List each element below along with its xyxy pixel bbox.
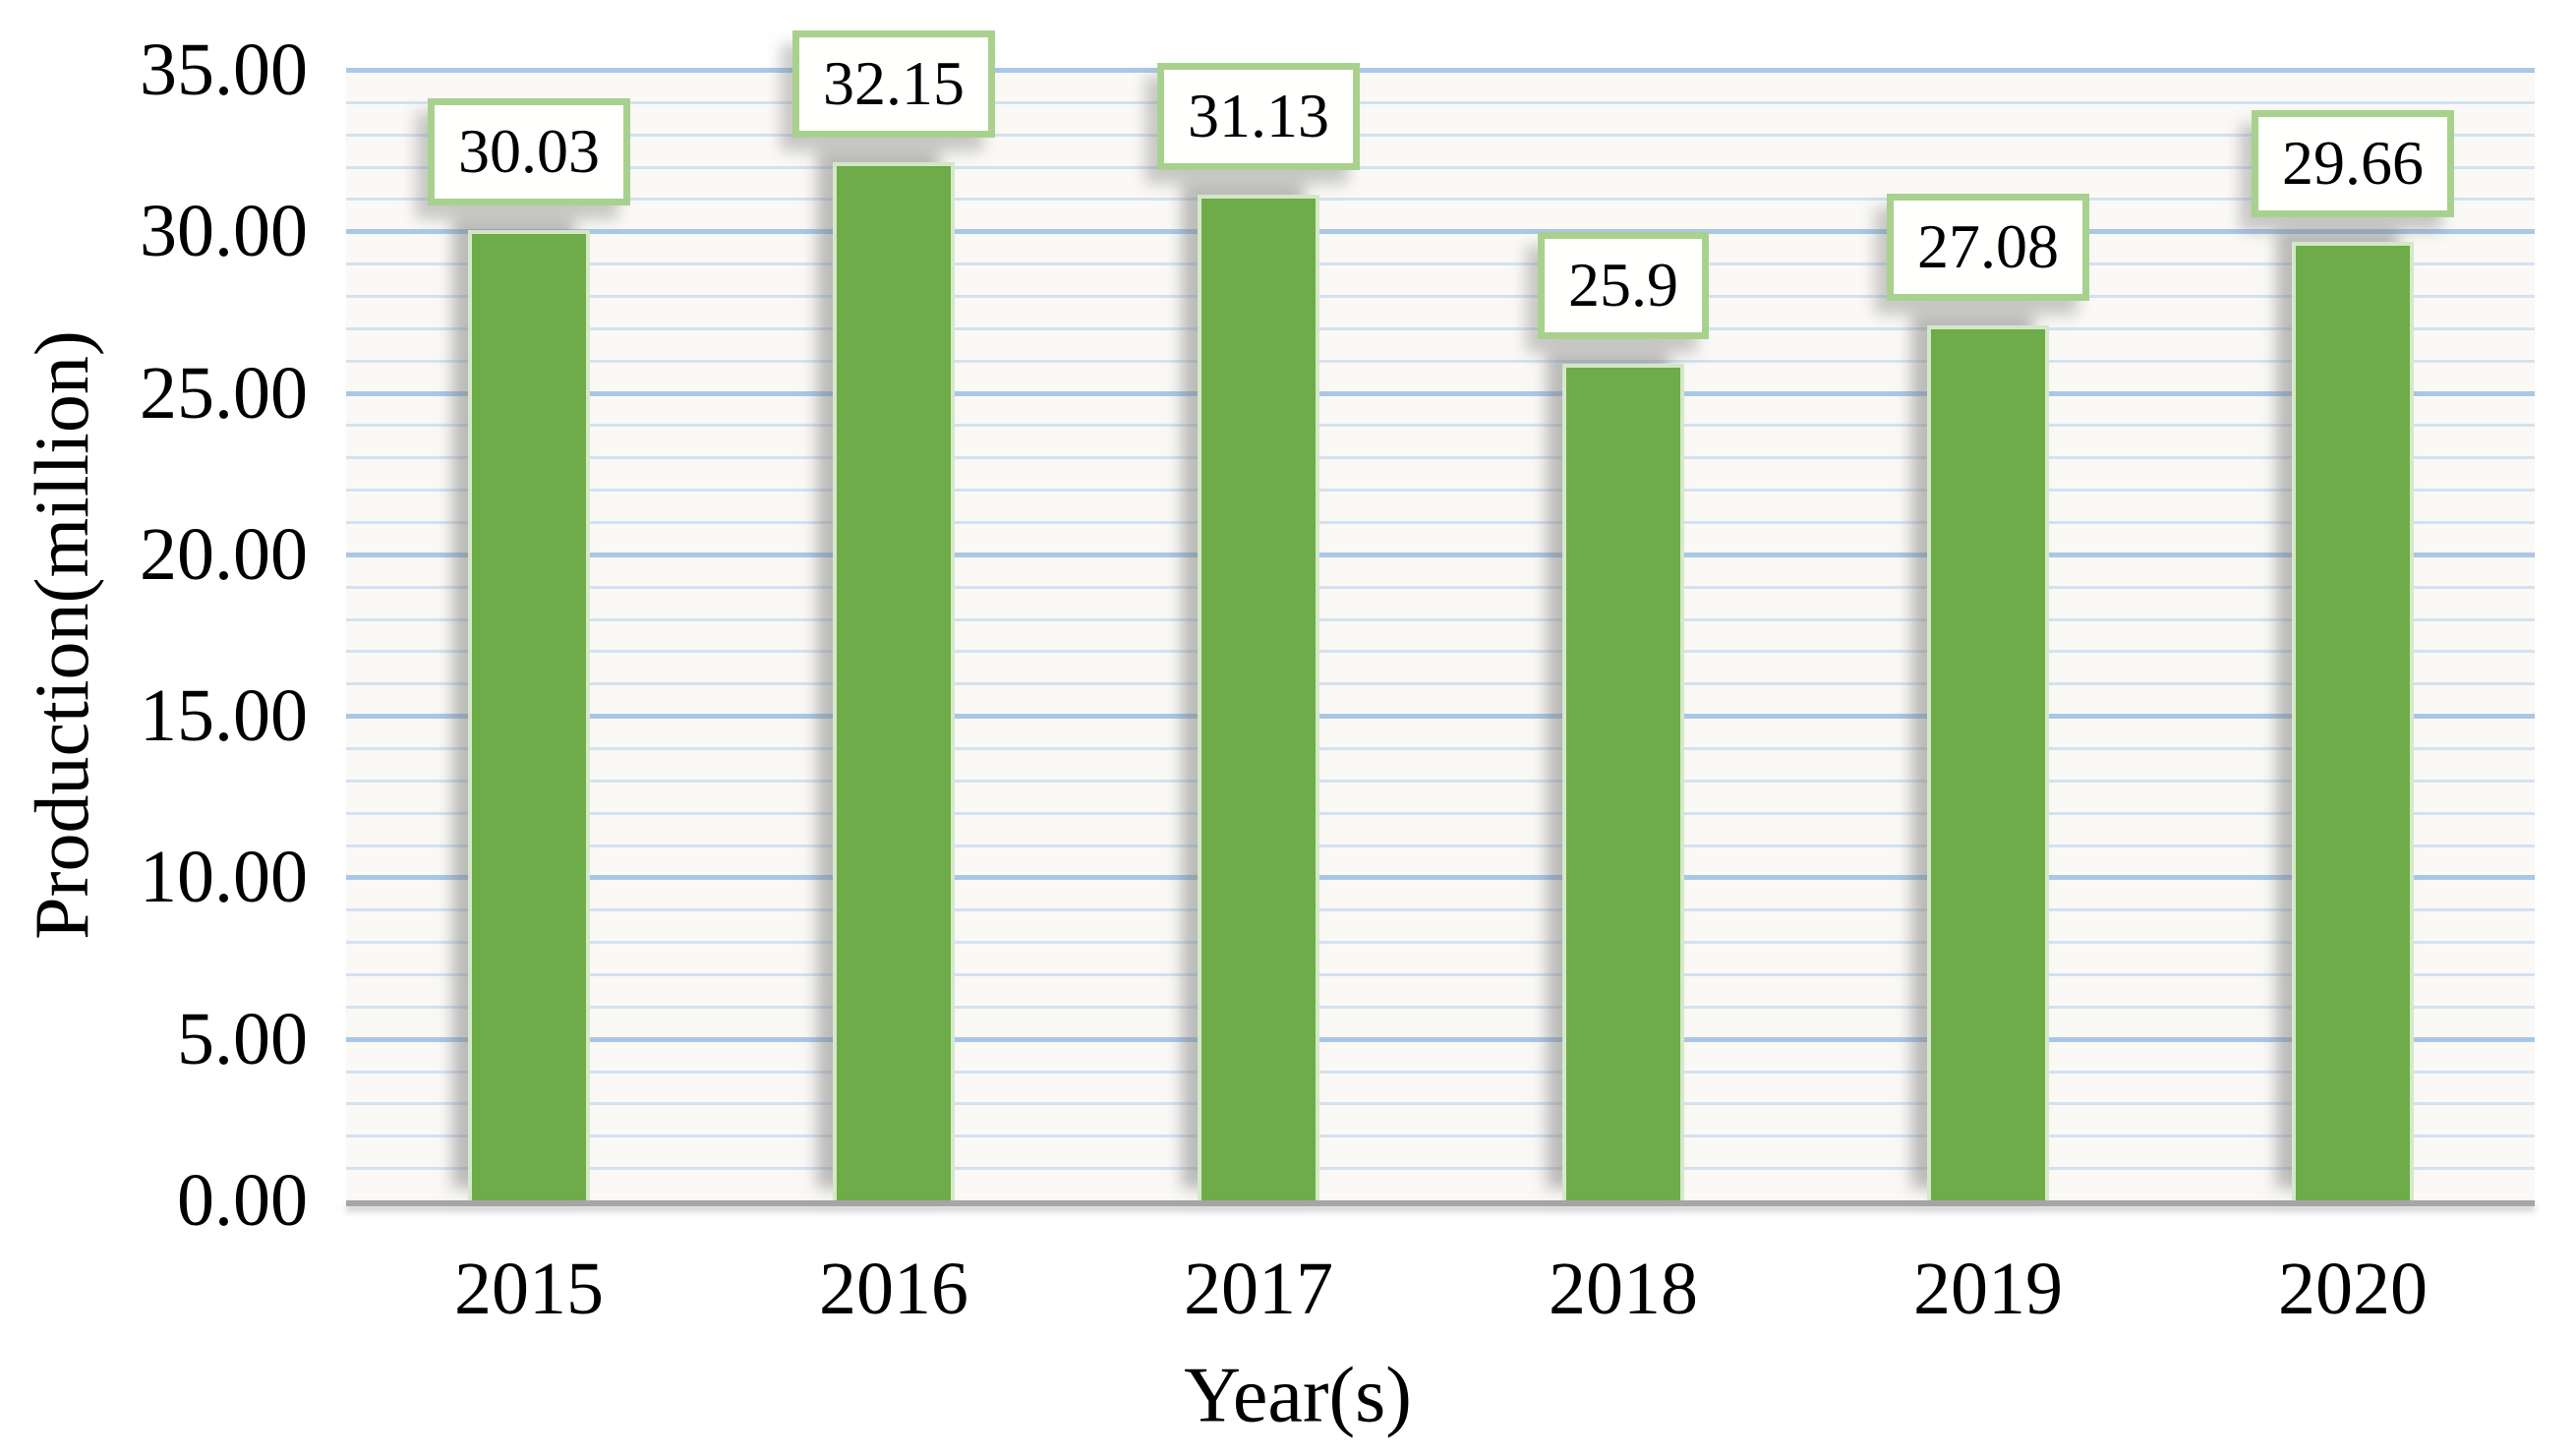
y-tick-label: 20.00 (140, 513, 308, 596)
x-tick-label-2020: 2020 (2278, 1248, 2428, 1330)
data-label-2016: 32.15 (792, 30, 995, 138)
gridline-major (346, 68, 2535, 73)
bar-2019 (1927, 325, 2049, 1200)
y-tick-label: 30.00 (140, 190, 308, 272)
gridline-minor (346, 973, 2535, 976)
gridline-minor (346, 586, 2535, 589)
y-tick-label: 5.00 (177, 998, 308, 1080)
gridline-major (346, 1037, 2535, 1042)
gridline-minor (346, 1006, 2535, 1009)
gridline-minor (346, 360, 2535, 363)
gridline-minor (346, 1167, 2535, 1170)
gridline-minor (346, 101, 2535, 104)
y-tick-label: 0.00 (177, 1159, 308, 1242)
gridline-minor (346, 650, 2535, 653)
gridline-minor (346, 844, 2535, 847)
plot-area (346, 68, 2535, 1200)
data-label-2019: 27.08 (1887, 194, 2089, 301)
x-axis-line (346, 1200, 2535, 1206)
gridline-minor (346, 908, 2535, 911)
y-tick-label: 35.00 (140, 29, 308, 111)
gridline-minor (346, 134, 2535, 137)
gridline-minor (346, 424, 2535, 427)
gridline-minor (346, 1135, 2535, 1137)
data-label-2017: 31.13 (1157, 63, 1360, 170)
gridline-minor (346, 198, 2535, 201)
bar-2015 (468, 230, 590, 1200)
y-tick-label: 25.00 (140, 352, 308, 435)
gridline-minor (346, 295, 2535, 298)
gridline-minor (346, 489, 2535, 492)
x-axis-title: Year(s) (1184, 1352, 1412, 1439)
gridline-minor (346, 747, 2535, 750)
y-tick-label: 10.00 (140, 836, 308, 918)
gridline-minor (346, 1071, 2535, 1074)
gridline-major (346, 391, 2535, 396)
gridline-minor (346, 166, 2535, 169)
gridline-minor (346, 1102, 2535, 1105)
x-tick-label-2018: 2018 (1549, 1248, 1698, 1330)
x-tick-label-2016: 2016 (819, 1248, 968, 1330)
gridline-minor (346, 521, 2535, 524)
gridline-minor (346, 812, 2535, 815)
gridline-minor (346, 327, 2535, 330)
x-tick-label-2019: 2019 (1913, 1248, 2063, 1330)
data-label-2015: 30.03 (428, 98, 630, 205)
gridline-minor (346, 780, 2535, 783)
data-label-2020: 29.66 (2252, 110, 2454, 217)
bar-2017 (1198, 195, 1319, 1200)
gridline-minor (346, 456, 2535, 459)
y-tick-label: 15.00 (140, 674, 308, 757)
gridline-minor (346, 618, 2535, 621)
bar-2020 (2292, 242, 2414, 1200)
gridline-minor (346, 262, 2535, 265)
bar-2016 (833, 162, 955, 1200)
bar-2018 (1562, 364, 1684, 1200)
gridline-major (346, 229, 2535, 234)
gridline-major (346, 553, 2535, 557)
gridline-minor (346, 682, 2535, 685)
y-axis-title: Production(million) (19, 330, 104, 940)
x-tick-label-2015: 2015 (454, 1248, 604, 1330)
gridline-major (346, 875, 2535, 880)
gridline-major (346, 714, 2535, 719)
gridline-minor (346, 941, 2535, 944)
x-tick-label-2017: 2017 (1184, 1248, 1333, 1330)
data-label-2018: 25.9 (1538, 232, 1709, 339)
